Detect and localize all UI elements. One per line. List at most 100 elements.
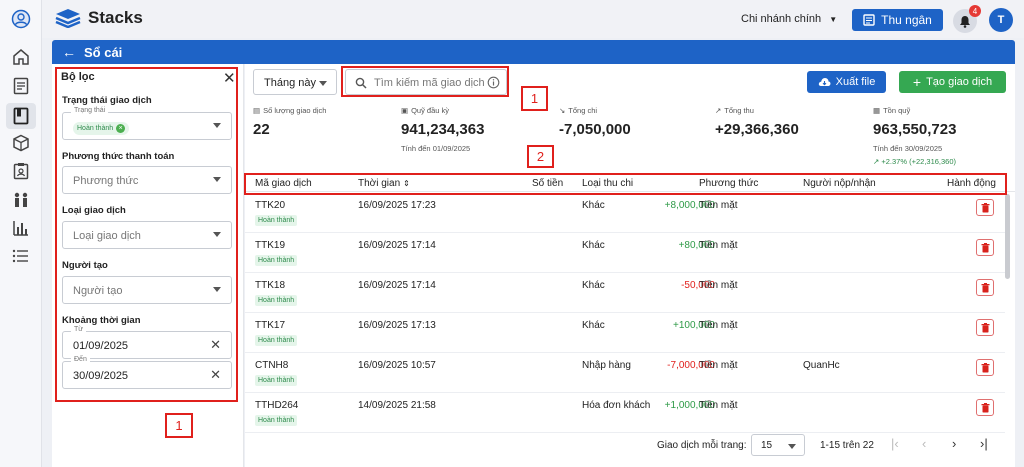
export-button[interactable]: Xuất file bbox=[807, 71, 886, 93]
chevron-down-icon bbox=[213, 177, 221, 182]
cell-category: Khác bbox=[582, 200, 605, 211]
col-amount[interactable]: Số tiền bbox=[532, 178, 564, 189]
col-person[interactable]: Người nộp/nhận bbox=[803, 178, 876, 189]
delete-button[interactable] bbox=[976, 239, 994, 256]
delete-button[interactable] bbox=[976, 319, 994, 336]
cell-time: 16/09/2025 17:14 bbox=[358, 280, 436, 291]
cell-amount: +1,000,000 bbox=[664, 400, 715, 411]
page-header: ← Sổ cái bbox=[52, 40, 1015, 64]
delete-button[interactable] bbox=[976, 399, 994, 416]
cashier-button[interactable]: Thu ngân bbox=[852, 9, 943, 31]
cell-category: Hóa đơn khách bbox=[582, 400, 651, 411]
delete-button[interactable] bbox=[976, 199, 994, 216]
method-filter-label: Phương thức thanh toán bbox=[62, 151, 175, 162]
col-method[interactable]: Phương thức bbox=[699, 178, 759, 189]
receipt-icon: ▤ bbox=[253, 106, 261, 115]
document-list-icon[interactable] bbox=[11, 76, 31, 96]
top-bar: Stacks Chi nhánh chính ▼ Thu ngân 4 T bbox=[0, 0, 1024, 38]
search-icon bbox=[355, 77, 367, 89]
type-filter-select[interactable]: Loại giao dịch bbox=[62, 221, 232, 249]
clear-icon[interactable]: ✕ bbox=[210, 337, 221, 352]
date-to-field[interactable]: Đến 30/09/2025 ✕ bbox=[62, 356, 232, 389]
annotation-marker-header: 2 bbox=[527, 145, 554, 168]
col-code[interactable]: Mã giao dịch bbox=[255, 178, 312, 189]
avatar[interactable]: T bbox=[989, 8, 1013, 32]
date-from-field[interactable]: Từ 01/09/2025 ✕ bbox=[62, 326, 232, 359]
box-icon[interactable] bbox=[11, 133, 31, 153]
ledger-book-icon[interactable] bbox=[11, 106, 31, 126]
creator-filter-select[interactable]: Người tạo bbox=[62, 276, 232, 304]
scrollbar[interactable] bbox=[1005, 194, 1010, 279]
cell-amount: -50,000 bbox=[681, 280, 715, 291]
bar-chart-icon[interactable] bbox=[11, 218, 31, 238]
date-from-value: 01/09/2025 bbox=[73, 340, 129, 352]
table-row[interactable]: TTK17 16/09/2025 17:13 +100,000 Khác Tiền mặ… bbox=[245, 313, 1005, 353]
back-arrow-icon[interactable]: ← bbox=[62, 44, 76, 60]
wallet-icon: ▣ bbox=[401, 106, 409, 115]
table-row[interactable]: TTK20 16/09/2025 17:23 +8,000,000 Khác Tiền … bbox=[245, 193, 1005, 233]
next-page-icon[interactable]: › bbox=[952, 436, 957, 451]
search-placeholder: Tìm kiếm mã giao dịch bbox=[374, 77, 485, 89]
trash-icon bbox=[981, 402, 989, 412]
status-filter-label: Trạng thái giao dịch bbox=[62, 95, 152, 106]
stat-opening-fund: ▣ Quỹ đầu kỳ 941,234,363 Tính đến 01/09/2… bbox=[401, 106, 484, 153]
search-input[interactable]: Tìm kiếm mã giao dịch bbox=[345, 69, 507, 95]
cell-time: 16/09/2025 17:23 bbox=[358, 200, 436, 211]
col-time[interactable]: Thời gian ⇕ bbox=[358, 178, 410, 189]
delete-button[interactable] bbox=[976, 359, 994, 376]
first-page-icon[interactable]: |‹ bbox=[891, 436, 899, 451]
stat-value: 963,550,723 bbox=[873, 121, 957, 138]
table-row[interactable]: TTK19 16/09/2025 17:14 +80,000 Khác Tiền mặt… bbox=[245, 233, 1005, 273]
stat-value: 22 bbox=[253, 121, 270, 138]
delete-button[interactable] bbox=[976, 279, 994, 296]
people-icon[interactable] bbox=[11, 190, 31, 210]
user-circle-icon[interactable] bbox=[11, 9, 31, 29]
create-transaction-button[interactable]: + Tạo giao dịch bbox=[899, 71, 1006, 93]
sort-icon[interactable]: ⇕ bbox=[403, 179, 410, 188]
to-legend: Đến bbox=[71, 356, 90, 363]
chip-remove-icon[interactable]: × bbox=[116, 124, 126, 133]
table-row[interactable]: TTK18 16/09/2025 17:14 -50,000 Khác Tiền mặt… bbox=[245, 273, 1005, 313]
table-row[interactable]: TTHD264 14/09/2025 21:58 +1,000,000 Hóa đơn… bbox=[245, 393, 1005, 433]
annotation-box-search bbox=[341, 66, 509, 97]
creator-placeholder: Người tạo bbox=[73, 285, 123, 297]
list-icon[interactable] bbox=[11, 246, 31, 266]
method-placeholder: Phương thức bbox=[73, 175, 139, 187]
period-select[interactable]: Tháng này bbox=[253, 69, 337, 95]
cell-amount: +100,000 bbox=[673, 320, 715, 331]
table-row[interactable]: CTNH8 16/09/2025 10:57 -7,000,000 Nhập hàng… bbox=[245, 353, 1005, 393]
info-icon[interactable] bbox=[487, 76, 500, 89]
clipboard-icon[interactable] bbox=[11, 161, 31, 181]
export-label: Xuất file bbox=[835, 76, 876, 88]
trend-up-icon: ↗ bbox=[873, 157, 882, 166]
brand[interactable]: Stacks bbox=[54, 8, 143, 28]
cell-code: CTNH8 bbox=[255, 360, 289, 371]
brand-name: Stacks bbox=[88, 8, 143, 27]
per-page-select[interactable]: 15 bbox=[751, 434, 805, 456]
stat-value: 941,234,363 bbox=[401, 121, 485, 138]
cloud-download-icon bbox=[818, 77, 831, 86]
branch-selector[interactable]: Chi nhánh chính ▼ bbox=[741, 13, 837, 25]
prev-page-icon[interactable]: ‹ bbox=[922, 436, 927, 451]
cell-time: 16/09/2025 10:57 bbox=[358, 360, 436, 371]
status-chip-label: Hoàn thành bbox=[77, 125, 114, 132]
stat-label: Số lượng giao dịch bbox=[263, 106, 327, 115]
method-filter-select[interactable]: Phương thức bbox=[62, 166, 232, 194]
cell-category: Khác bbox=[582, 240, 605, 251]
bell-icon bbox=[960, 15, 970, 28]
notification-badge: 4 bbox=[969, 5, 981, 17]
cell-method: Tiền mặt bbox=[699, 360, 738, 371]
stat-trend: ↗ +2.37% (+22,316,360) bbox=[873, 157, 956, 166]
per-page-value: 15 bbox=[761, 440, 773, 451]
home-icon[interactable] bbox=[11, 47, 31, 67]
status-badge: Hoàn thành bbox=[255, 335, 298, 346]
stat-total-income: ↗ Tổng thu +29,366,360 bbox=[715, 106, 799, 138]
cell-category: Khác bbox=[582, 320, 605, 331]
col-category[interactable]: Loại thu chi bbox=[582, 178, 634, 189]
cell-method: Tiền mặt bbox=[699, 200, 738, 211]
close-icon[interactable]: ✕ bbox=[223, 70, 236, 87]
status-filter-select[interactable]: Trạng thái Hoàn thành × bbox=[62, 107, 232, 140]
clear-icon[interactable]: ✕ bbox=[210, 367, 221, 382]
last-page-icon[interactable]: ›| bbox=[980, 436, 988, 451]
pagination: Giao dịch mỗi trang: 15 1-15 trên 22 |‹ … bbox=[245, 430, 1015, 460]
